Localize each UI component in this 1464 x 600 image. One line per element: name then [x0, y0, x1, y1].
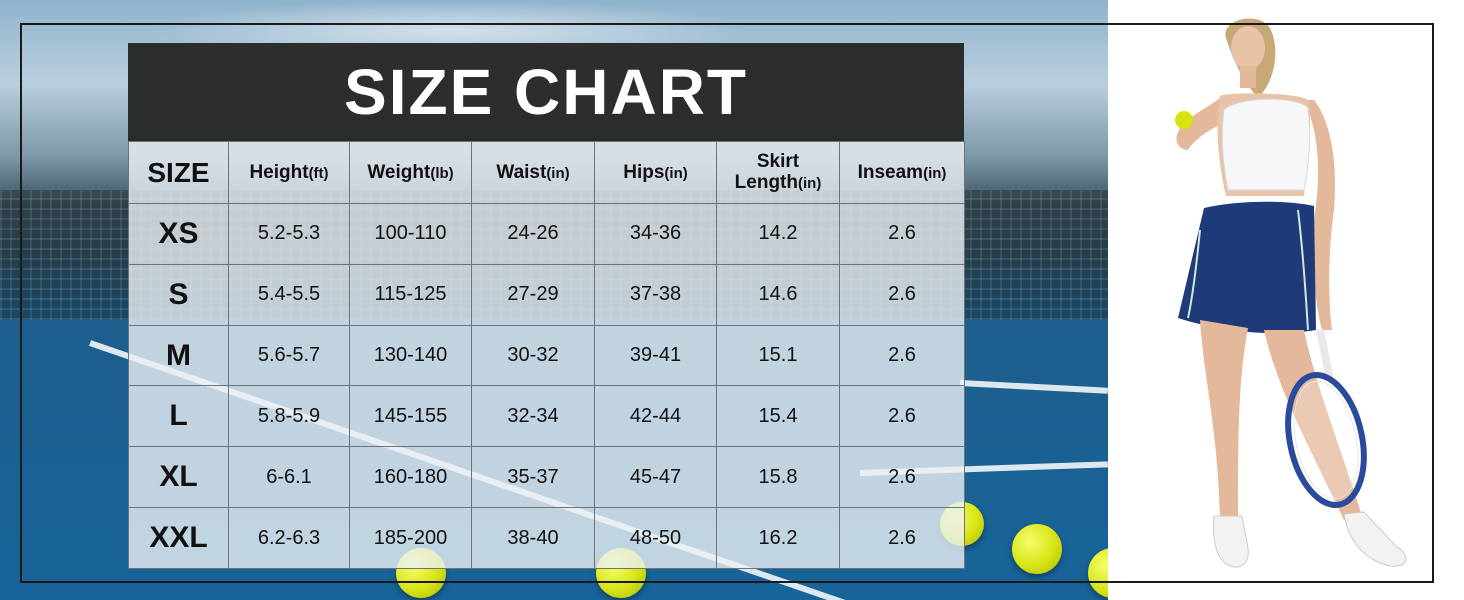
size-label: M — [128, 324, 229, 387]
hips-cell: 39-41 — [594, 324, 717, 387]
table-row: XXL 6.2-6.3 185-200 38-40 48-50 16.2 2.6 — [128, 507, 965, 569]
hips-cell: 45-47 — [594, 446, 717, 509]
waist-cell: 32-34 — [471, 385, 595, 448]
table-row: L 5.8-5.9 145-155 32-34 42-44 15.4 2.6 — [128, 385, 965, 448]
skirt-length-cell: 15.8 — [716, 446, 840, 509]
height-cell: 6.2-6.3 — [228, 507, 350, 569]
skirt-length-cell: 16.2 — [716, 507, 840, 569]
tennis-ball-icon — [1012, 524, 1062, 574]
tennis-ball-icon — [1175, 111, 1193, 129]
header-inseam: Inseam(in) — [839, 141, 965, 204]
skirt-length-cell: 15.4 — [716, 385, 840, 448]
height-cell: 5.2-5.3 — [228, 203, 350, 265]
height-cell: 5.4-5.5 — [228, 263, 350, 326]
waist-cell: 35-37 — [471, 446, 595, 509]
header-skirt-length: Skirt Length(in) — [716, 141, 840, 204]
inseam-cell: 2.6 — [839, 446, 965, 509]
height-cell: 6-6.1 — [228, 446, 350, 509]
header-hips: Hips(in) — [594, 141, 717, 204]
header-weight: Weight(lb) — [349, 141, 472, 204]
inseam-cell: 2.6 — [839, 324, 965, 387]
weight-cell: 100-110 — [349, 203, 472, 265]
page-title: SIZE CHART — [344, 56, 748, 128]
header-height: Height(ft) — [228, 141, 350, 204]
header-waist: Waist(in) — [471, 141, 595, 204]
hips-cell: 34-36 — [594, 203, 717, 265]
weight-cell: 185-200 — [349, 507, 472, 569]
waist-cell: 38-40 — [471, 507, 595, 569]
hips-cell: 42-44 — [594, 385, 717, 448]
size-label: S — [128, 263, 229, 326]
table-row: M 5.6-5.7 130-140 30-32 39-41 15.1 2.6 — [128, 324, 965, 387]
weight-cell: 160-180 — [349, 446, 472, 509]
title-bar: SIZE CHART — [128, 43, 964, 141]
table-row: XS 5.2-5.3 100-110 24-26 34-36 14.2 2.6 — [128, 203, 965, 265]
weight-cell: 130-140 — [349, 324, 472, 387]
tennis-ball-icon — [1088, 548, 1108, 598]
skirt-length-cell: 14.2 — [716, 203, 840, 265]
skirt-length-cell: 15.1 — [716, 324, 840, 387]
size-label: XS — [128, 203, 229, 265]
waist-cell: 30-32 — [471, 324, 595, 387]
table-row: S 5.4-5.5 115-125 27-29 37-38 14.6 2.6 — [128, 263, 965, 326]
tennis-racket-icon — [1285, 329, 1367, 508]
weight-cell: 115-125 — [349, 263, 472, 326]
inseam-cell: 2.6 — [839, 385, 965, 448]
header-row: SIZE Height(ft) Weight(lb) Waist(in) Hip… — [128, 141, 965, 204]
court-line — [959, 380, 1108, 394]
hips-cell: 48-50 — [594, 507, 717, 569]
size-label: XL — [128, 446, 229, 509]
weight-cell: 145-155 — [349, 385, 472, 448]
inseam-cell: 2.6 — [839, 263, 965, 326]
size-label: XXL — [128, 507, 229, 569]
model-in-tennis-skirt — [1175, 18, 1407, 568]
waist-cell: 27-29 — [471, 263, 595, 326]
inseam-cell: 2.6 — [839, 507, 965, 569]
skirt-length-cell: 14.6 — [716, 263, 840, 326]
size-chart-table: SIZE Height(ft) Weight(lb) Waist(in) Hip… — [128, 141, 965, 569]
hips-cell: 37-38 — [594, 263, 717, 326]
height-cell: 5.8-5.9 — [228, 385, 350, 448]
header-size: SIZE — [128, 141, 229, 204]
table-row: XL 6-6.1 160-180 35-37 45-47 15.8 2.6 — [128, 446, 965, 509]
size-label: L — [128, 385, 229, 448]
inseam-cell: 2.6 — [839, 203, 965, 265]
waist-cell: 24-26 — [471, 203, 595, 265]
height-cell: 5.6-5.7 — [228, 324, 350, 387]
model-photo-panel — [1108, 0, 1464, 600]
